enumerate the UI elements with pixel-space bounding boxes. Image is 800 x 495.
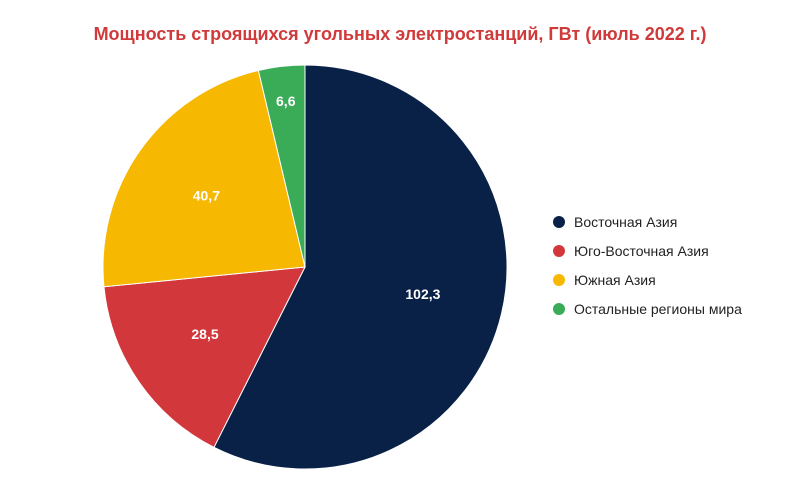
pie-slice	[103, 266, 306, 449]
pie-slice	[257, 64, 306, 268]
slice-value-label: 6,6	[276, 93, 296, 109]
slice-value-label: 40,7	[193, 187, 220, 203]
legend-swatch	[553, 273, 565, 286]
legend-label: Восточная Азия	[574, 213, 678, 230]
legend-label: Остальные регионы мира	[574, 300, 742, 317]
legend-swatch	[553, 244, 565, 257]
legend-label: Южная Азия	[574, 271, 656, 288]
pie-slice	[102, 69, 306, 288]
legend-item: Остальные регионы мира	[553, 294, 742, 323]
legend-swatch	[553, 215, 565, 228]
legend-swatch	[553, 302, 565, 315]
slice-value-label: 28,5	[191, 326, 218, 342]
legend-label: Юго-Восточная Азия	[574, 242, 709, 259]
slice-value-label: 102,3	[405, 286, 440, 302]
legend-item: Южная Азия	[553, 265, 742, 294]
legend-item: Юго-Восточная Азия	[553, 236, 742, 265]
legend-item: Восточная Азия	[553, 207, 742, 236]
pie-slice	[213, 64, 508, 470]
chart-title: Мощность строящихся угольных электростан…	[93, 24, 707, 44]
chart-legend: Восточная Азия Юго-Восточная Азия Южная Аз…	[553, 207, 742, 323]
